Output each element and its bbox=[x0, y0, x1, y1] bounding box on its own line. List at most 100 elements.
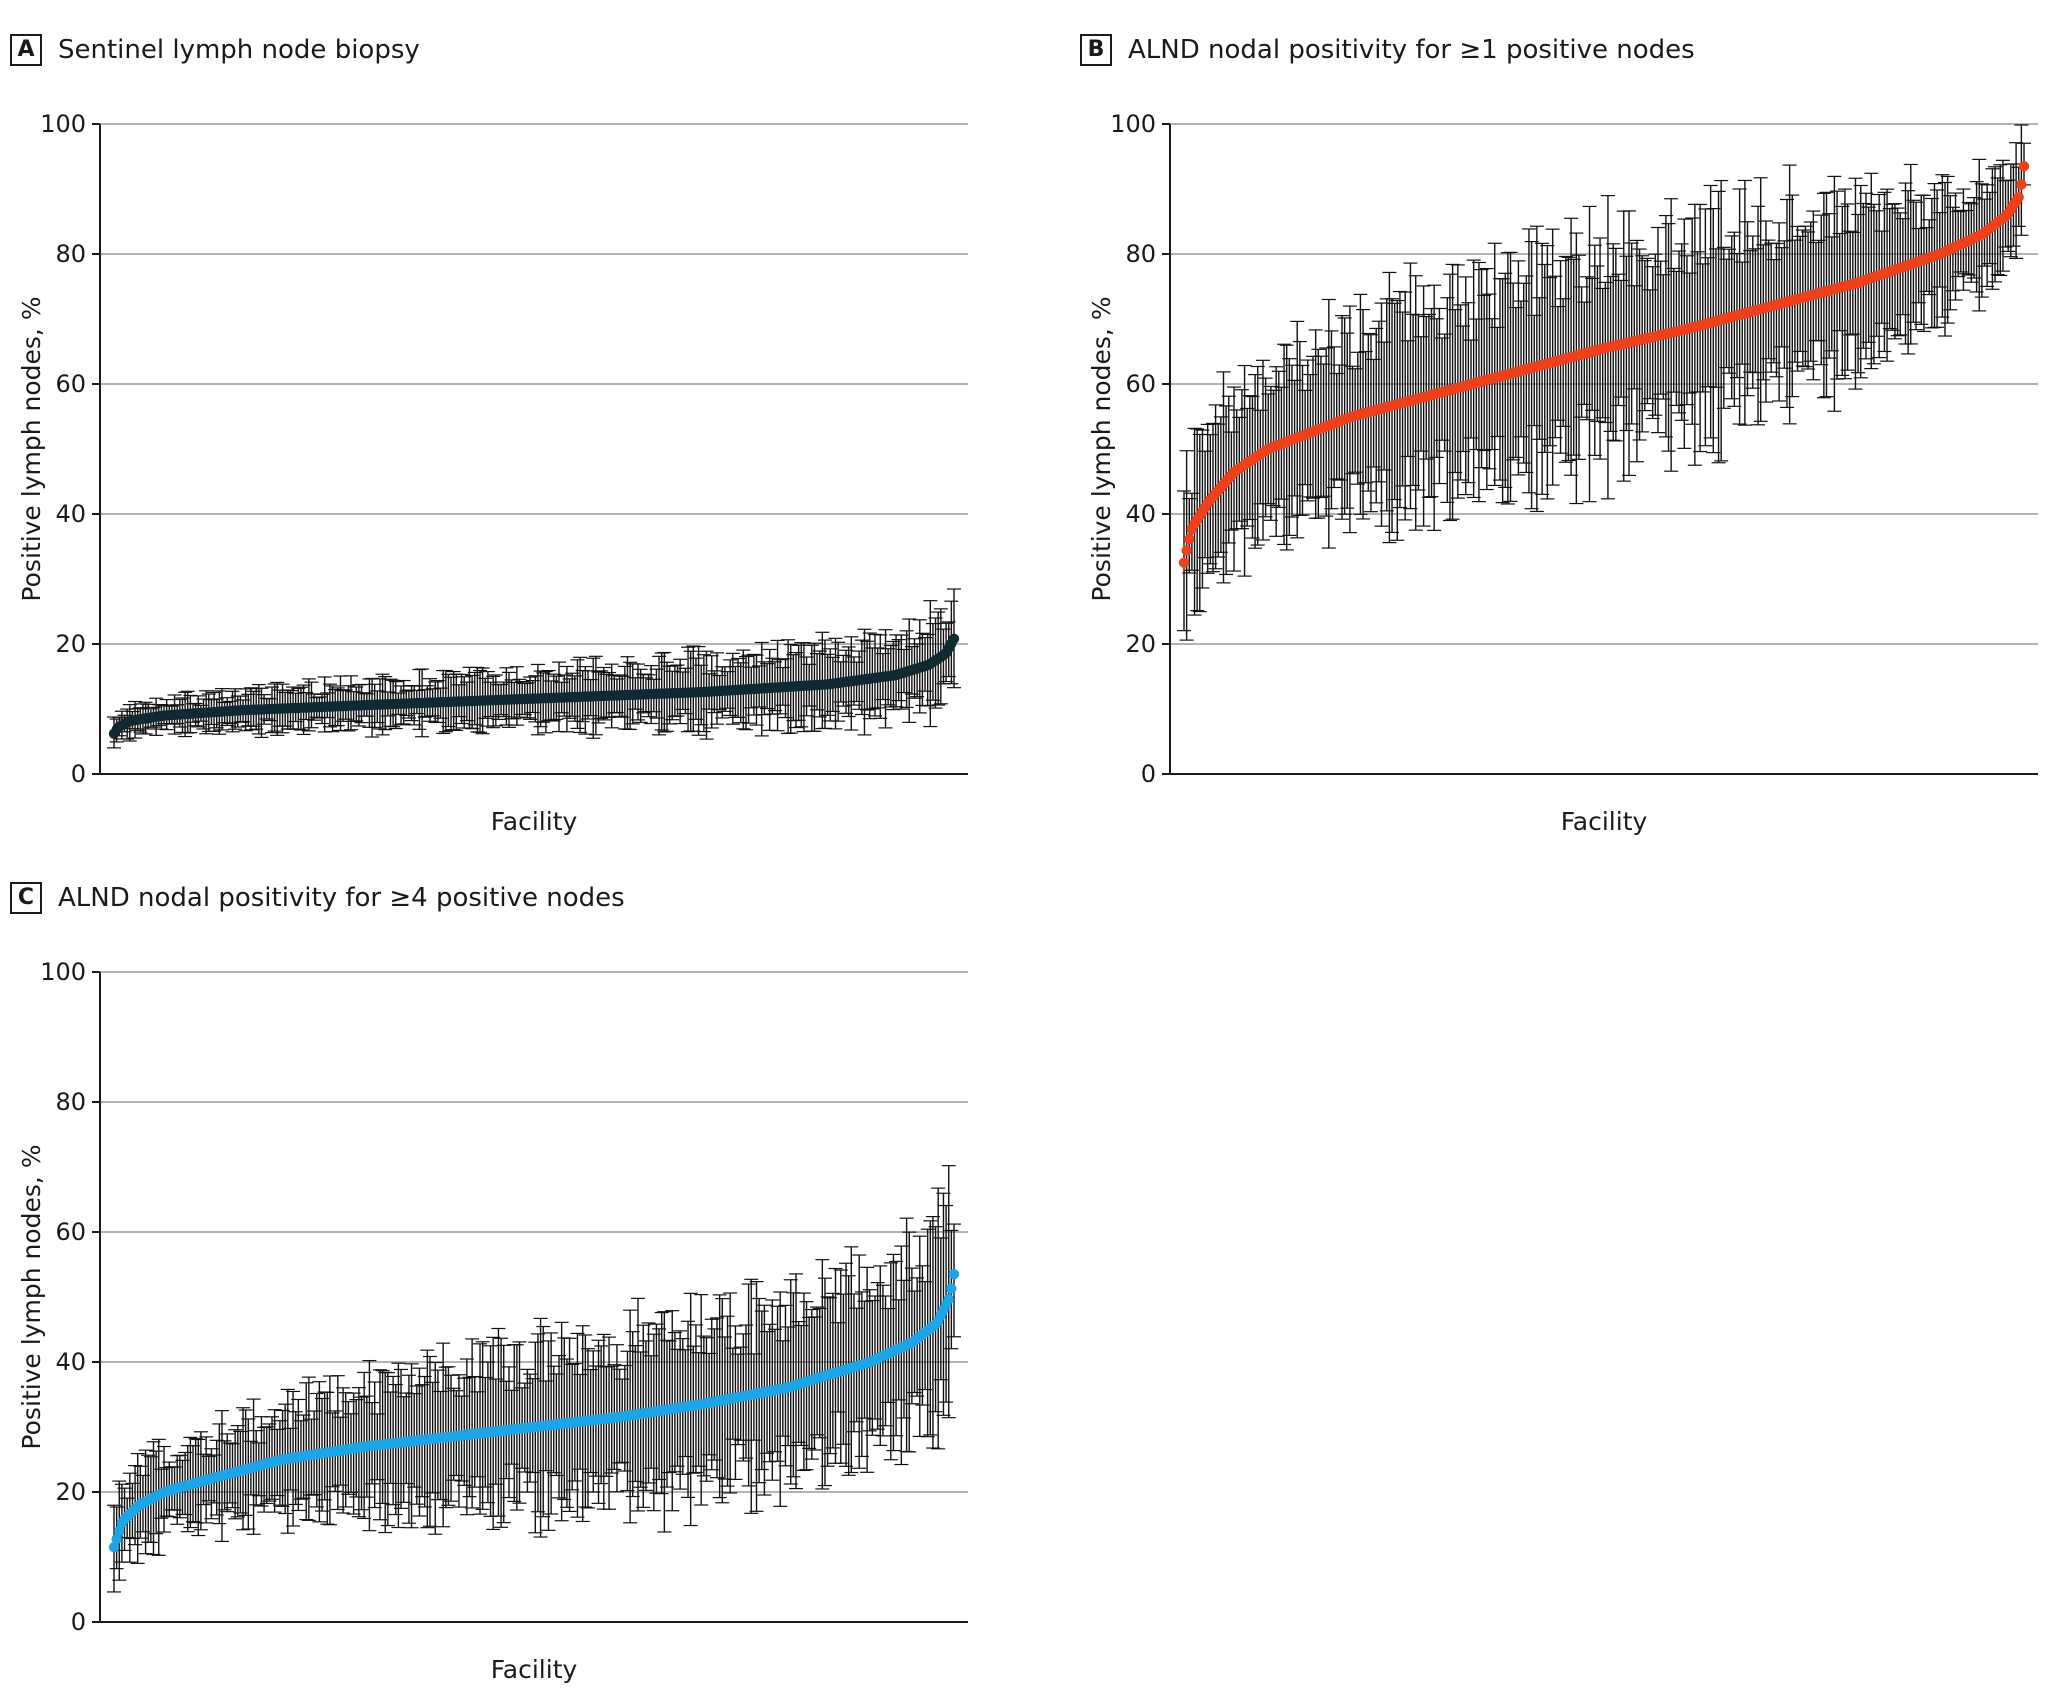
y-tick-label: 40 bbox=[55, 1348, 86, 1376]
error-bar bbox=[559, 1358, 574, 1508]
error-bar bbox=[657, 1311, 672, 1533]
data-point bbox=[1181, 545, 1192, 556]
error-bar bbox=[1485, 318, 1500, 451]
error-bar bbox=[947, 1223, 961, 1338]
error-bar bbox=[1569, 232, 1584, 505]
x-axis-label: Facility bbox=[491, 807, 578, 836]
error-bar bbox=[817, 1277, 832, 1487]
error-bar bbox=[1629, 239, 1644, 463]
y-tick-label: 100 bbox=[40, 110, 86, 138]
y-tick-label: 0 bbox=[71, 760, 86, 788]
error-bar bbox=[475, 1341, 490, 1510]
panel-c: C ALND nodal positivity for ≥4 positive … bbox=[10, 872, 1010, 1692]
panel-b-letter: B bbox=[1080, 34, 1112, 66]
panel-a-title: Sentinel lymph node biopsy bbox=[58, 35, 420, 65]
panel-a-chart: 0 20 40 60 80 100 Facility Positive lymph nodes… bbox=[17, 110, 968, 836]
y-tick-label: 80 bbox=[55, 240, 86, 268]
data-points bbox=[108, 1269, 960, 1553]
error-bar bbox=[1703, 184, 1718, 439]
y-tick-label: 40 bbox=[55, 500, 86, 528]
y-tick-label: 40 bbox=[1125, 500, 1156, 528]
y-tick-label: 0 bbox=[71, 1608, 86, 1636]
y-tick-label: 0 bbox=[1141, 760, 1156, 788]
error-bar bbox=[1427, 284, 1442, 531]
error-bar bbox=[741, 1283, 756, 1487]
panel-a-header: A Sentinel lymph node biopsy bbox=[10, 32, 420, 68]
error-bar bbox=[1234, 389, 1249, 530]
error-bar bbox=[1487, 242, 1502, 487]
error-bar bbox=[1442, 273, 1457, 522]
panel-a-letter: A bbox=[10, 34, 42, 66]
error-bar bbox=[1450, 264, 1465, 499]
panel-c-header: C ALND nodal positivity for ≥4 positive … bbox=[10, 880, 625, 916]
panel-a: A Sentinel lymph node biopsy 0 20 40 60 80 10… bbox=[10, 24, 1010, 844]
error-bar bbox=[757, 1304, 772, 1496]
error-bar bbox=[1751, 205, 1766, 426]
error-bar bbox=[512, 1341, 527, 1504]
y-tick-label: 60 bbox=[1125, 370, 1156, 398]
error-bar bbox=[1769, 242, 1784, 378]
panel-c-chart: 0 20 40 60 80 100 Facility Positive lymph nodes… bbox=[17, 958, 968, 1684]
y-axis-label: Positive lymph nodes, % bbox=[17, 296, 46, 601]
error-bars bbox=[1177, 124, 2031, 641]
y-tick-label: 20 bbox=[55, 630, 86, 658]
error-bar bbox=[1772, 222, 1787, 402]
error-bar bbox=[1938, 181, 1953, 337]
data-point bbox=[948, 1269, 960, 1280]
error-bar bbox=[1903, 163, 1918, 345]
error-bar bbox=[1521, 228, 1536, 494]
error-bar bbox=[1279, 344, 1294, 551]
error-bar bbox=[1290, 320, 1305, 539]
y-tick-label: 20 bbox=[55, 1478, 86, 1506]
error-bar bbox=[1711, 190, 1726, 464]
panel-c-letter: C bbox=[10, 882, 42, 914]
error-bar bbox=[580, 1348, 595, 1509]
error-bar bbox=[238, 1409, 253, 1516]
error-bar bbox=[1282, 358, 1297, 536]
error-bar bbox=[1753, 177, 1768, 422]
panel-c-title: ALND nodal positivity for ≥4 positive no… bbox=[58, 883, 625, 913]
error-bar bbox=[1685, 217, 1700, 425]
error-bar bbox=[541, 1340, 556, 1531]
error-bar bbox=[465, 1338, 480, 1509]
x-axis-label: Facility bbox=[1561, 807, 1648, 836]
data-point bbox=[108, 1542, 120, 1553]
y-axis-label: Positive lymph nodes, % bbox=[17, 1144, 46, 1449]
error-bar bbox=[1901, 190, 1916, 355]
data-point bbox=[948, 633, 960, 644]
error-bar bbox=[1327, 346, 1342, 489]
error-bar bbox=[1219, 405, 1234, 576]
error-bar bbox=[654, 1311, 669, 1495]
error-bar bbox=[1782, 164, 1797, 425]
data-point bbox=[2016, 179, 2027, 190]
error-bar bbox=[1537, 263, 1552, 453]
error-bar bbox=[841, 1275, 856, 1476]
y-tick-label: 100 bbox=[40, 958, 86, 986]
y-tick-label: 80 bbox=[1125, 240, 1156, 268]
error-bars bbox=[107, 1165, 961, 1593]
y-tick-label: 60 bbox=[55, 370, 86, 398]
error-bar bbox=[770, 1305, 785, 1462]
y-tick-label: 100 bbox=[1110, 110, 1156, 138]
data-points bbox=[1178, 161, 2030, 568]
y-tick-label: 20 bbox=[1125, 630, 1156, 658]
error-bar bbox=[1416, 285, 1431, 527]
y-axis-label: Positive lymph nodes, % bbox=[1087, 296, 1116, 601]
error-bar bbox=[301, 1376, 316, 1521]
data-point bbox=[111, 1533, 122, 1545]
panel-b-chart: 0 20 40 60 80 100 Facility Positive lymph nodes… bbox=[1087, 110, 2038, 836]
error-bar bbox=[844, 1246, 859, 1474]
error-bar bbox=[1716, 246, 1731, 409]
error-bar bbox=[1371, 320, 1386, 483]
y-tick-label: 80 bbox=[55, 1088, 86, 1116]
error-bar bbox=[1974, 183, 1989, 298]
data-point bbox=[1184, 533, 1195, 545]
data-points bbox=[108, 633, 960, 739]
error-bar bbox=[1590, 265, 1605, 422]
panel-b: B ALND nodal positivity for ≥1 positive … bbox=[1080, 24, 2048, 844]
data-point bbox=[114, 1525, 125, 1537]
data-point bbox=[2018, 161, 2030, 172]
error-bar bbox=[1269, 366, 1284, 537]
error-bar bbox=[401, 1374, 416, 1524]
data-point bbox=[1178, 557, 1190, 568]
